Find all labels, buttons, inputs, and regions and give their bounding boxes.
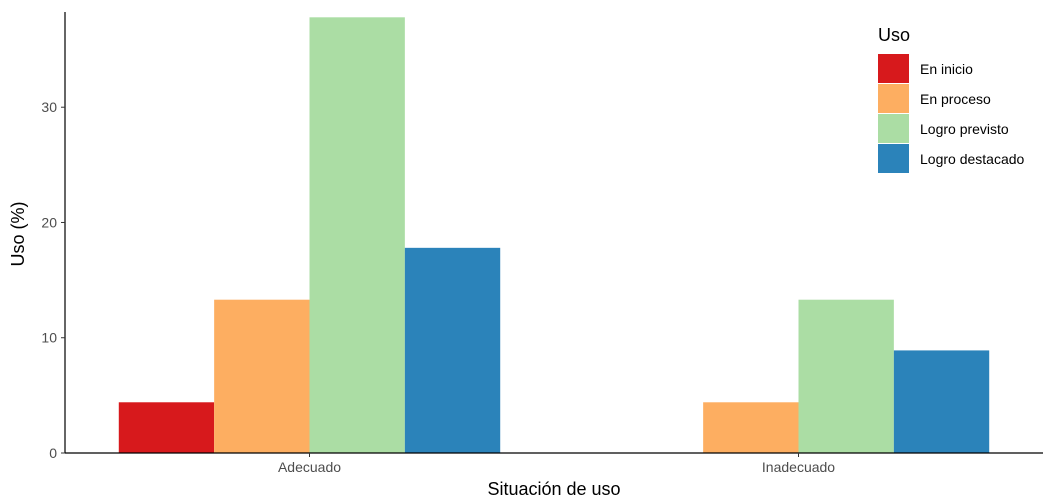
bar-en-inicio-adecuado bbox=[118, 402, 215, 453]
legend-label: Logro previsto bbox=[920, 121, 1009, 137]
y-tick-label: 20 bbox=[41, 214, 57, 230]
legend-key-en-proceso bbox=[878, 84, 909, 113]
bar-logro-previsto-adecuado bbox=[309, 17, 405, 453]
y-axis-title: Uso (%) bbox=[8, 201, 28, 266]
legend-label: En proceso bbox=[920, 91, 991, 107]
bar-en-proceso-adecuado bbox=[214, 299, 310, 453]
y-tick-label: 10 bbox=[41, 330, 57, 346]
legend-key-logro-previsto bbox=[878, 114, 909, 143]
legend: Uso En inicio En proceso Logro previsto Log… bbox=[878, 25, 1025, 173]
legend-key-en-inicio bbox=[878, 54, 909, 83]
bar-en-proceso-inadecuado bbox=[703, 402, 799, 453]
y-tick-label: 30 bbox=[41, 99, 57, 115]
bar-logro-previsto-inadecuado bbox=[798, 299, 894, 453]
x-tick-label: Inadecuado bbox=[762, 459, 835, 475]
y-ticks: 0 10 20 30 bbox=[41, 99, 65, 461]
y-tick-label: 0 bbox=[49, 445, 57, 461]
x-axis-title: Situación de uso bbox=[487, 479, 620, 499]
bars-group bbox=[118, 17, 990, 453]
x-ticks: Adecuado Inadecuado bbox=[278, 453, 835, 475]
legend-label: En inicio bbox=[920, 61, 973, 77]
x-tick-label: Adecuado bbox=[278, 459, 341, 475]
legend-title: Uso bbox=[878, 25, 910, 45]
bar-logro-destacado-inadecuado bbox=[893, 350, 990, 453]
legend-label: Logro destacado bbox=[920, 151, 1025, 167]
legend-key-logro-destacado bbox=[878, 144, 909, 173]
bar-logro-destacado-adecuado bbox=[404, 247, 501, 453]
